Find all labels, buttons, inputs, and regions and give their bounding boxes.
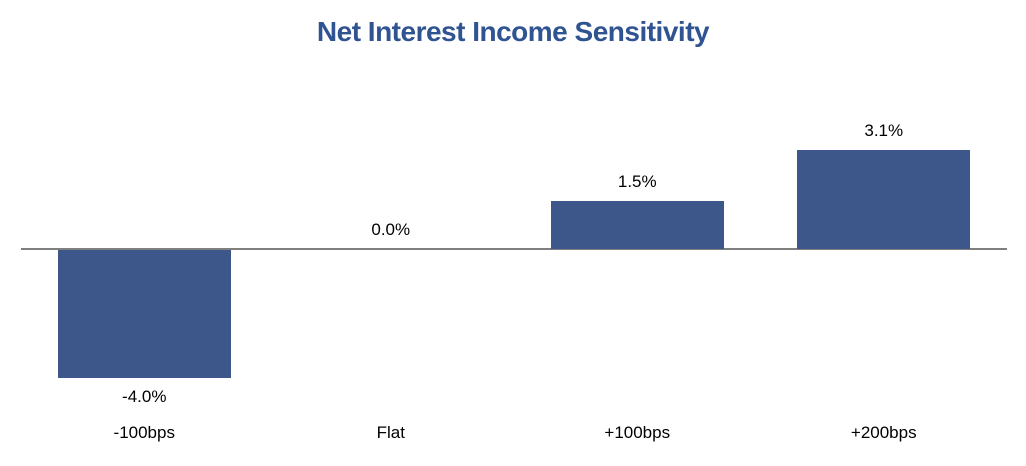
- bar-+100bps: [550, 201, 724, 249]
- data-label-+200bps: 3.1%: [864, 120, 904, 140]
- category-label--100bps: -100bps: [113, 423, 175, 442]
- data-label-Flat: 0.0%: [371, 220, 411, 239]
- category-label-+200bps: +200bps: [850, 423, 917, 442]
- data-label--100bps: -4.0%: [122, 387, 167, 406]
- category-label-Flat: Flat: [376, 423, 405, 442]
- chart-title: Net Interest Income Sensitivity: [316, 16, 710, 47]
- bar-+200bps: [797, 149, 971, 249]
- x-axis-line: [21, 248, 1007, 250]
- category-label-+100bps: +100bps: [604, 423, 671, 442]
- data-label-+100bps: 1.5%: [617, 172, 657, 191]
- bar--100bps: [57, 250, 231, 378]
